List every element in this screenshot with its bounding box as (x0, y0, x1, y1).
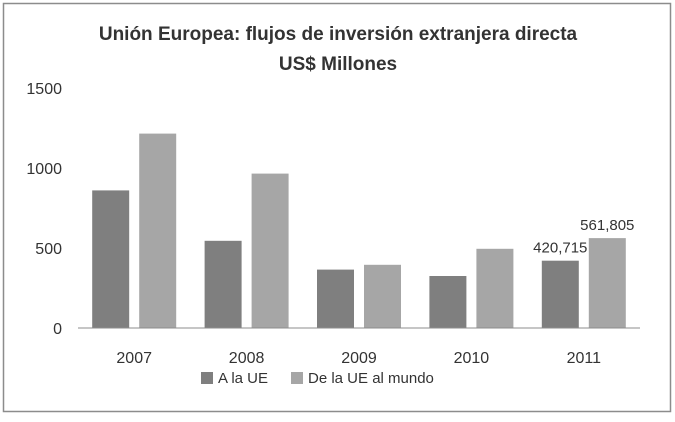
legend-swatch-series-2 (291, 372, 303, 384)
data-labels: 420,715 561,805 (533, 217, 634, 257)
x-tick-label: 2009 (341, 350, 377, 367)
bar-2011-series-1 (541, 260, 579, 328)
legend-label-series-2: De la UE al mundo (308, 370, 434, 387)
chart-subtitle: US$ Millones (279, 54, 397, 75)
bar-2010-series-1 (429, 276, 467, 328)
y-tick-label: 1000 (26, 161, 62, 178)
y-tick-label: 1500 (26, 81, 62, 98)
bar-2007-series-1 (92, 190, 130, 328)
bar-2008-series-1 (204, 240, 242, 328)
legend-label-series-1: A la UE (218, 370, 268, 387)
legend: A la UE De la UE al mundo (201, 370, 434, 387)
x-axis-labels: 2007 2008 2009 2010 2011 (116, 350, 601, 367)
chart-title: Unión Europea: flujos de inversión extra… (99, 24, 578, 45)
bar-2011-series-2 (588, 238, 626, 328)
x-tick-label: 2008 (229, 350, 265, 367)
bar-series (92, 133, 626, 328)
x-tick-label: 2007 (116, 350, 152, 367)
bar-2009-series-2 (364, 264, 401, 328)
data-label-2011-series-1: 420,715 (533, 240, 587, 257)
x-tick-label: 2011 (567, 350, 602, 367)
x-tick-label: 2010 (454, 350, 490, 367)
y-tick-label: 500 (35, 241, 62, 258)
legend-swatch-series-1 (201, 372, 213, 384)
y-axis-labels: 0 500 1000 1500 (26, 81, 62, 338)
y-tick-label: 0 (53, 321, 62, 338)
bar-2009-series-1 (317, 269, 354, 328)
bar-2008-series-2 (251, 173, 289, 328)
bar-2010-series-2 (476, 248, 514, 328)
bar-2007-series-2 (139, 133, 177, 328)
data-label-2011-series-2: 561,805 (580, 217, 634, 234)
